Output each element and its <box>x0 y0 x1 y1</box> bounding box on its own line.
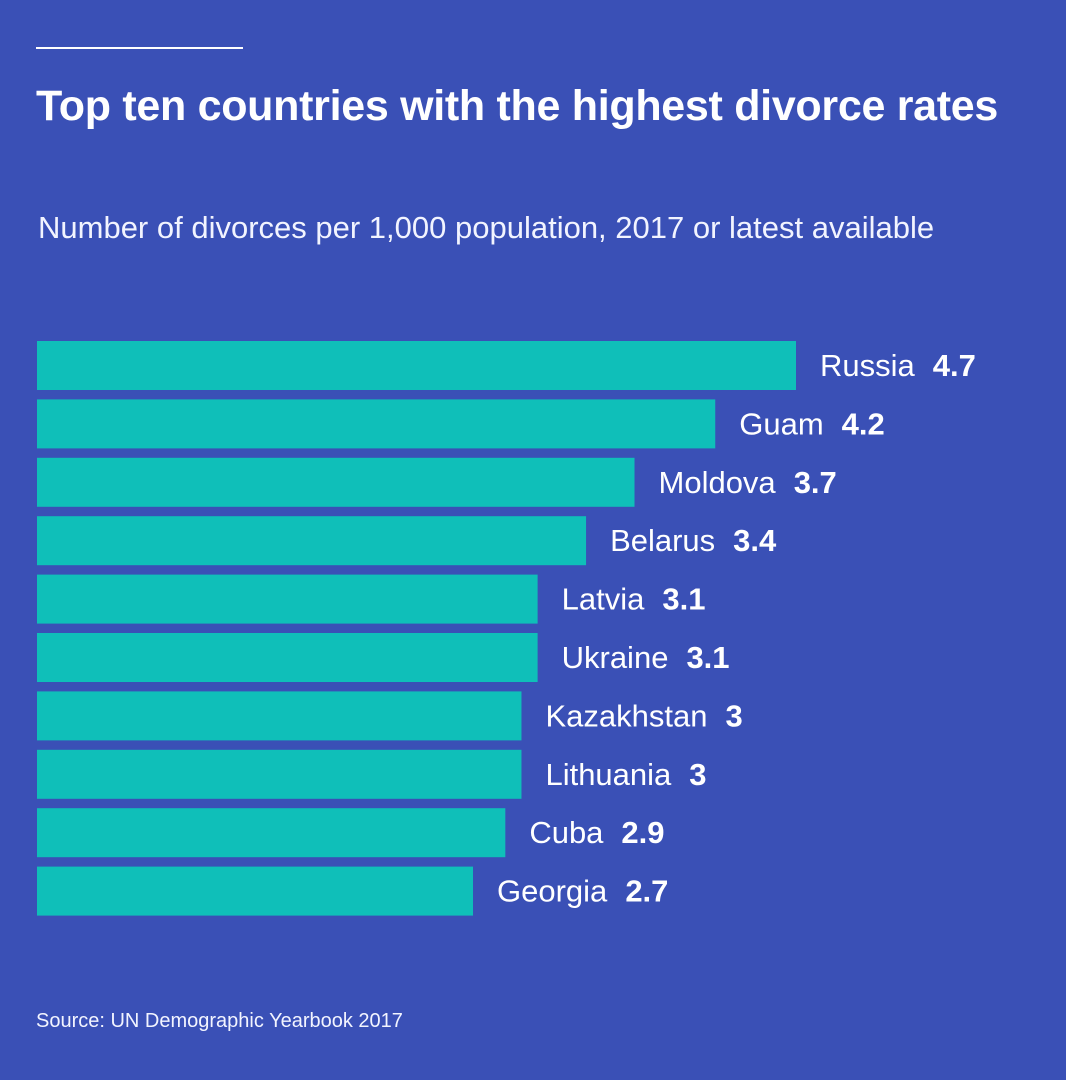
value-label-kazakhstan: 3 <box>725 698 742 733</box>
value-label-cuba: 2.9 <box>621 815 664 850</box>
title-rule <box>36 47 243 49</box>
value-label-belarus: 3.4 <box>733 523 777 558</box>
value-label-guam: 4.2 <box>842 406 885 441</box>
bar-kazakhstan <box>37 691 522 741</box>
category-label-moldova: Moldova <box>659 465 777 500</box>
bar-moldova <box>37 457 635 507</box>
value-label-georgia: 2.7 <box>625 874 668 909</box>
value-label-latvia: 3.1 <box>662 582 705 617</box>
bar-lithuania <box>37 749 522 799</box>
chart-title: Top ten countries with the highest divor… <box>36 82 999 130</box>
category-label-ukraine: Ukraine <box>562 640 669 675</box>
value-label-russia: 4.7 <box>933 348 976 383</box>
bar-chart: Russia 4.7 Guam 4.2 Moldova 3.7 Belarus 3.4 Latv… <box>37 341 976 916</box>
category-label-kazakhstan: Kazakhstan <box>545 698 707 733</box>
bar-guam <box>37 399 716 449</box>
value-label-ukraine: 3.1 <box>686 640 729 675</box>
category-label-lithuania: Lithuania <box>545 757 672 792</box>
bar-georgia <box>37 866 474 916</box>
category-label-guam: Guam <box>739 406 823 441</box>
category-label-russia: Russia <box>820 348 916 383</box>
bar-russia <box>37 341 796 390</box>
bar-latvia <box>37 574 538 624</box>
category-label-cuba: Cuba <box>529 815 604 850</box>
source-note: Source: UN Demographic Yearbook 2017 <box>36 1010 403 1032</box>
category-label-georgia: Georgia <box>497 874 608 909</box>
bar-ukraine <box>37 633 538 682</box>
chart-subtitle: Number of divorces per 1,000 population,… <box>38 210 935 245</box>
bar-cuba <box>37 808 506 858</box>
category-label-belarus: Belarus <box>610 523 715 558</box>
bar-belarus <box>37 516 587 566</box>
value-label-lithuania: 3 <box>689 757 706 792</box>
value-label-moldova: 3.7 <box>794 465 837 500</box>
category-label-latvia: Latvia <box>562 582 645 617</box>
